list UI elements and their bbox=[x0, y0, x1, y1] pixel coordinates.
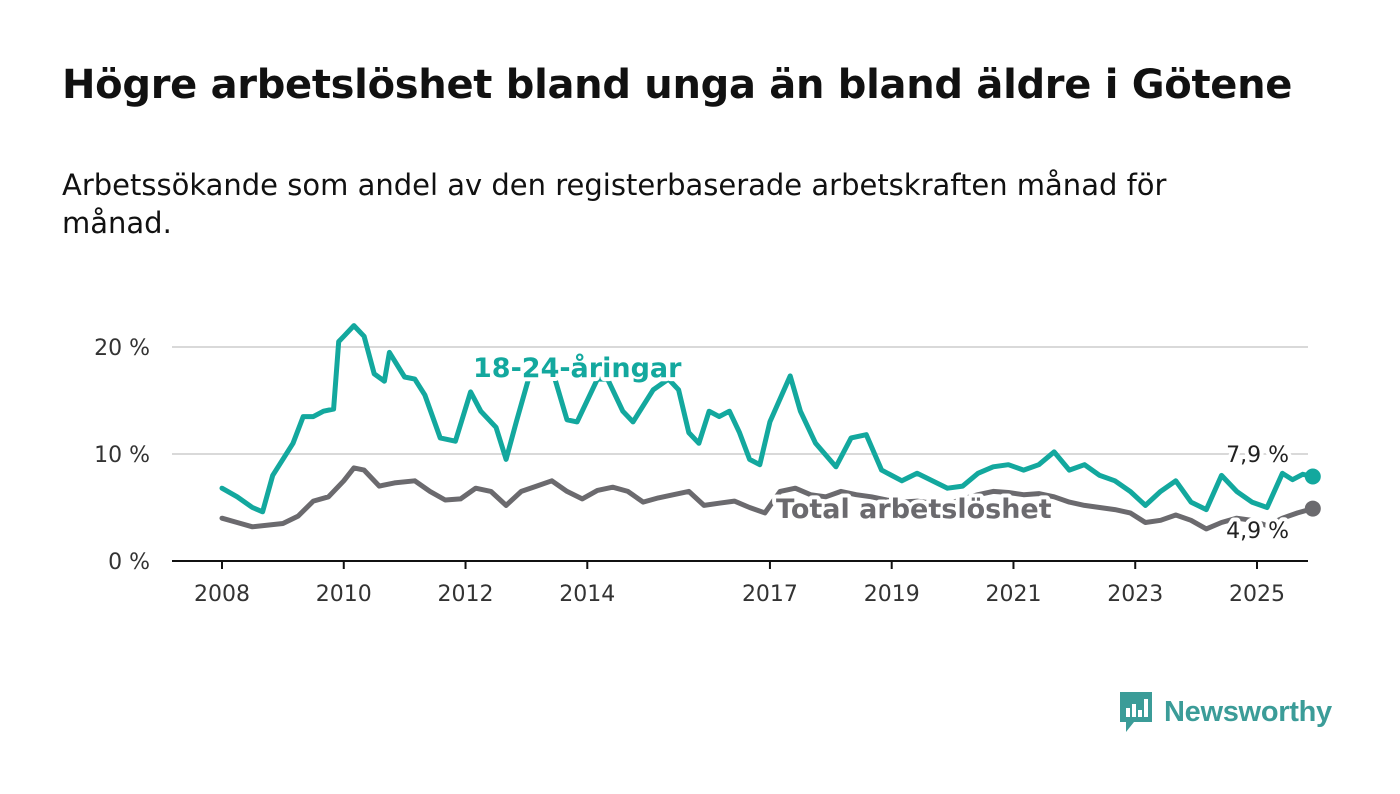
x-tick-label: 2019 bbox=[864, 582, 920, 607]
x-tick-label: 2017 bbox=[742, 582, 798, 607]
newsworthy-logo: Newsworthy bbox=[1118, 690, 1332, 734]
newsworthy-logo-icon bbox=[1120, 692, 1152, 732]
end-value-label-total: 4,9 % bbox=[1226, 519, 1289, 544]
end-point-youth bbox=[1304, 468, 1321, 485]
series-label-total: Total arbetslöshet bbox=[776, 494, 1052, 525]
end-value-label-youth: 7,9 % bbox=[1226, 443, 1289, 468]
x-tick-label: 2025 bbox=[1229, 582, 1285, 607]
end-point-total bbox=[1304, 500, 1321, 517]
chart-subtitle: Arbetssökande som andel av den registerb… bbox=[62, 168, 1167, 240]
y-tick-label: 0 % bbox=[108, 550, 150, 575]
series-line-youth bbox=[219, 323, 1316, 515]
brand-name: Newsworthy bbox=[1164, 695, 1332, 728]
x-tick-label: 2014 bbox=[559, 582, 615, 607]
series-label-youth: 18-24-åringar bbox=[473, 352, 682, 384]
x-axis: 2008 2010 2012 2014 2017 2019 2021 2023 2025 bbox=[194, 561, 1285, 607]
x-tick-label: 2021 bbox=[985, 582, 1041, 607]
annotations: 18-24-åringar Total arbetslöshet 7,9 % 4,9 … bbox=[469, 348, 1293, 548]
x-tick-label: 2008 bbox=[194, 582, 250, 607]
x-tick-label: 2023 bbox=[1107, 582, 1163, 607]
grid: 0 % 10 % 20 % bbox=[94, 336, 1308, 575]
series-lines bbox=[219, 323, 1321, 532]
chart-title: Högre arbetslöshet bland unga än bland ä… bbox=[62, 62, 1293, 108]
y-tick-label: 10 % bbox=[94, 443, 150, 468]
x-tick-label: 2012 bbox=[438, 582, 494, 607]
y-tick-label: 20 % bbox=[94, 336, 150, 361]
series-line-total bbox=[219, 465, 1316, 532]
x-tick-label: 2010 bbox=[316, 582, 372, 607]
